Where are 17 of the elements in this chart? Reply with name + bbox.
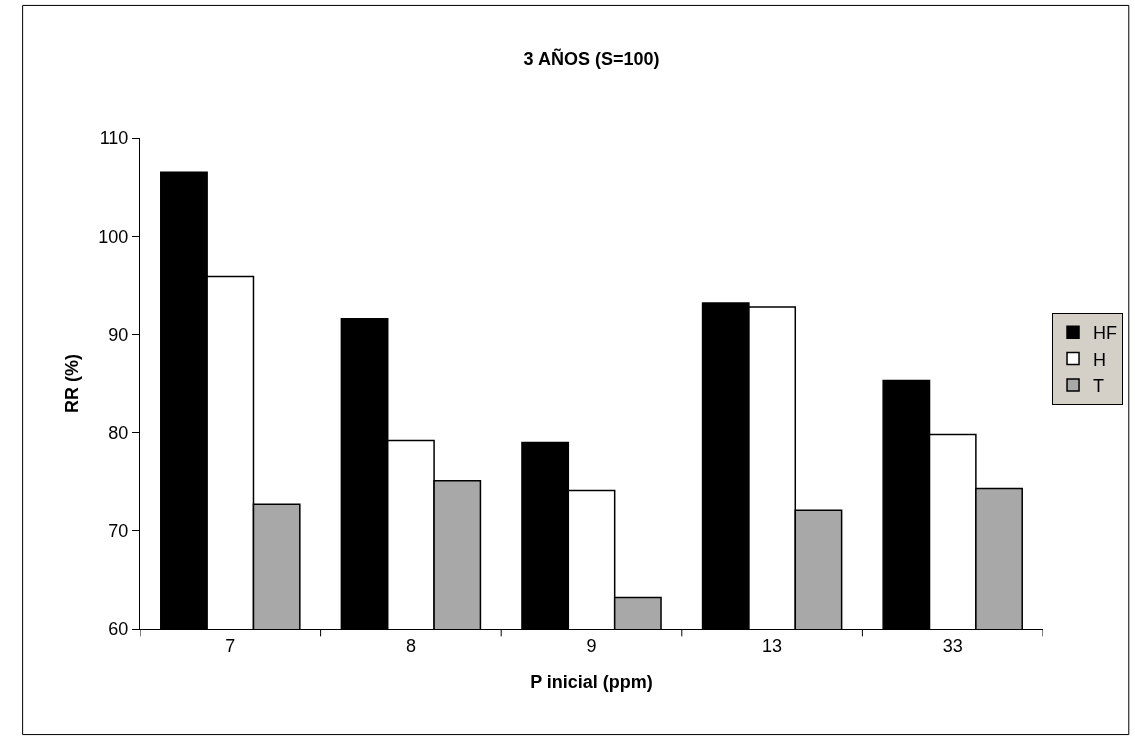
y-tick-label: 110 (99, 128, 129, 149)
x-tick-label: 7 (225, 635, 236, 656)
legend-label: H (1093, 349, 1107, 370)
chart-title: 3 AÑOS (S=100) (523, 48, 660, 70)
x-tick-label: 33 (942, 635, 963, 656)
y-tick-label: 90 (108, 324, 129, 345)
y-tick-label: 60 (108, 619, 129, 640)
x-tick-label: 13 (762, 635, 783, 656)
y-tick-label: 70 (108, 521, 129, 542)
x-axis-title: P inicial (ppm) (530, 671, 653, 692)
legend-label: T (1093, 375, 1105, 396)
y-tick-label: 80 (108, 422, 129, 443)
legend-label: HF (1093, 323, 1118, 344)
y-axis-title: RR (%) (61, 354, 82, 413)
x-tick-label: 8 (405, 635, 416, 656)
x-tick-label: 9 (586, 635, 597, 656)
y-tick-label: 100 (98, 226, 129, 247)
